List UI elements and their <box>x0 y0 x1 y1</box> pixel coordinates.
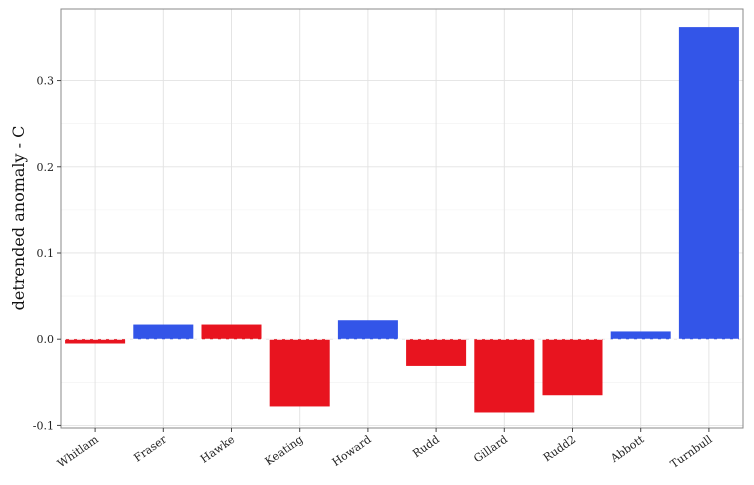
bar-rudd2 <box>542 339 603 396</box>
y-axis-ticks: -0.1 0.0 0.1 0.2 0.3 <box>33 75 61 432</box>
bar-rudd <box>406 339 467 366</box>
bar-hawke <box>201 324 262 340</box>
y-tick-label: 0.3 <box>37 75 55 88</box>
x-axis-ticks: Whitlam Fraser Hawke Keating Howard Rudd Gilla… <box>55 428 715 471</box>
x-tick-label: Gillard <box>471 433 510 466</box>
x-tick-label: Turnbull <box>668 433 715 471</box>
y-tick-label: 0.1 <box>37 247 55 260</box>
x-tick-label: Rudd2 <box>541 433 578 465</box>
y-axis-title: detrended anomaly - C <box>9 126 28 311</box>
x-tick-label: Hawke <box>198 433 237 466</box>
bars-group <box>65 27 739 413</box>
plot-border <box>60 8 744 429</box>
x-tick-label: Keating <box>263 433 306 468</box>
bar-whitlam <box>65 339 126 344</box>
bar-abbott <box>610 331 671 340</box>
x-tick-label: Howard <box>330 433 374 469</box>
bar-turnbull <box>678 27 739 340</box>
grid-lines <box>61 9 743 428</box>
bar-gillard <box>474 339 535 413</box>
y-tick-label: 0.2 <box>37 161 55 174</box>
bar-keating <box>269 339 330 407</box>
x-tick-label: Rudd <box>410 433 442 461</box>
x-tick-label: Abbott <box>607 432 646 465</box>
plot-panel <box>61 9 743 428</box>
y-tick-label: 0.0 <box>37 333 55 346</box>
bar-fraser <box>133 324 194 340</box>
x-tick-label: Fraser <box>131 432 169 464</box>
y-tick-label: -0.1 <box>33 419 54 432</box>
x-tick-label: Whitlam <box>55 432 101 470</box>
bar-howard <box>337 320 398 340</box>
